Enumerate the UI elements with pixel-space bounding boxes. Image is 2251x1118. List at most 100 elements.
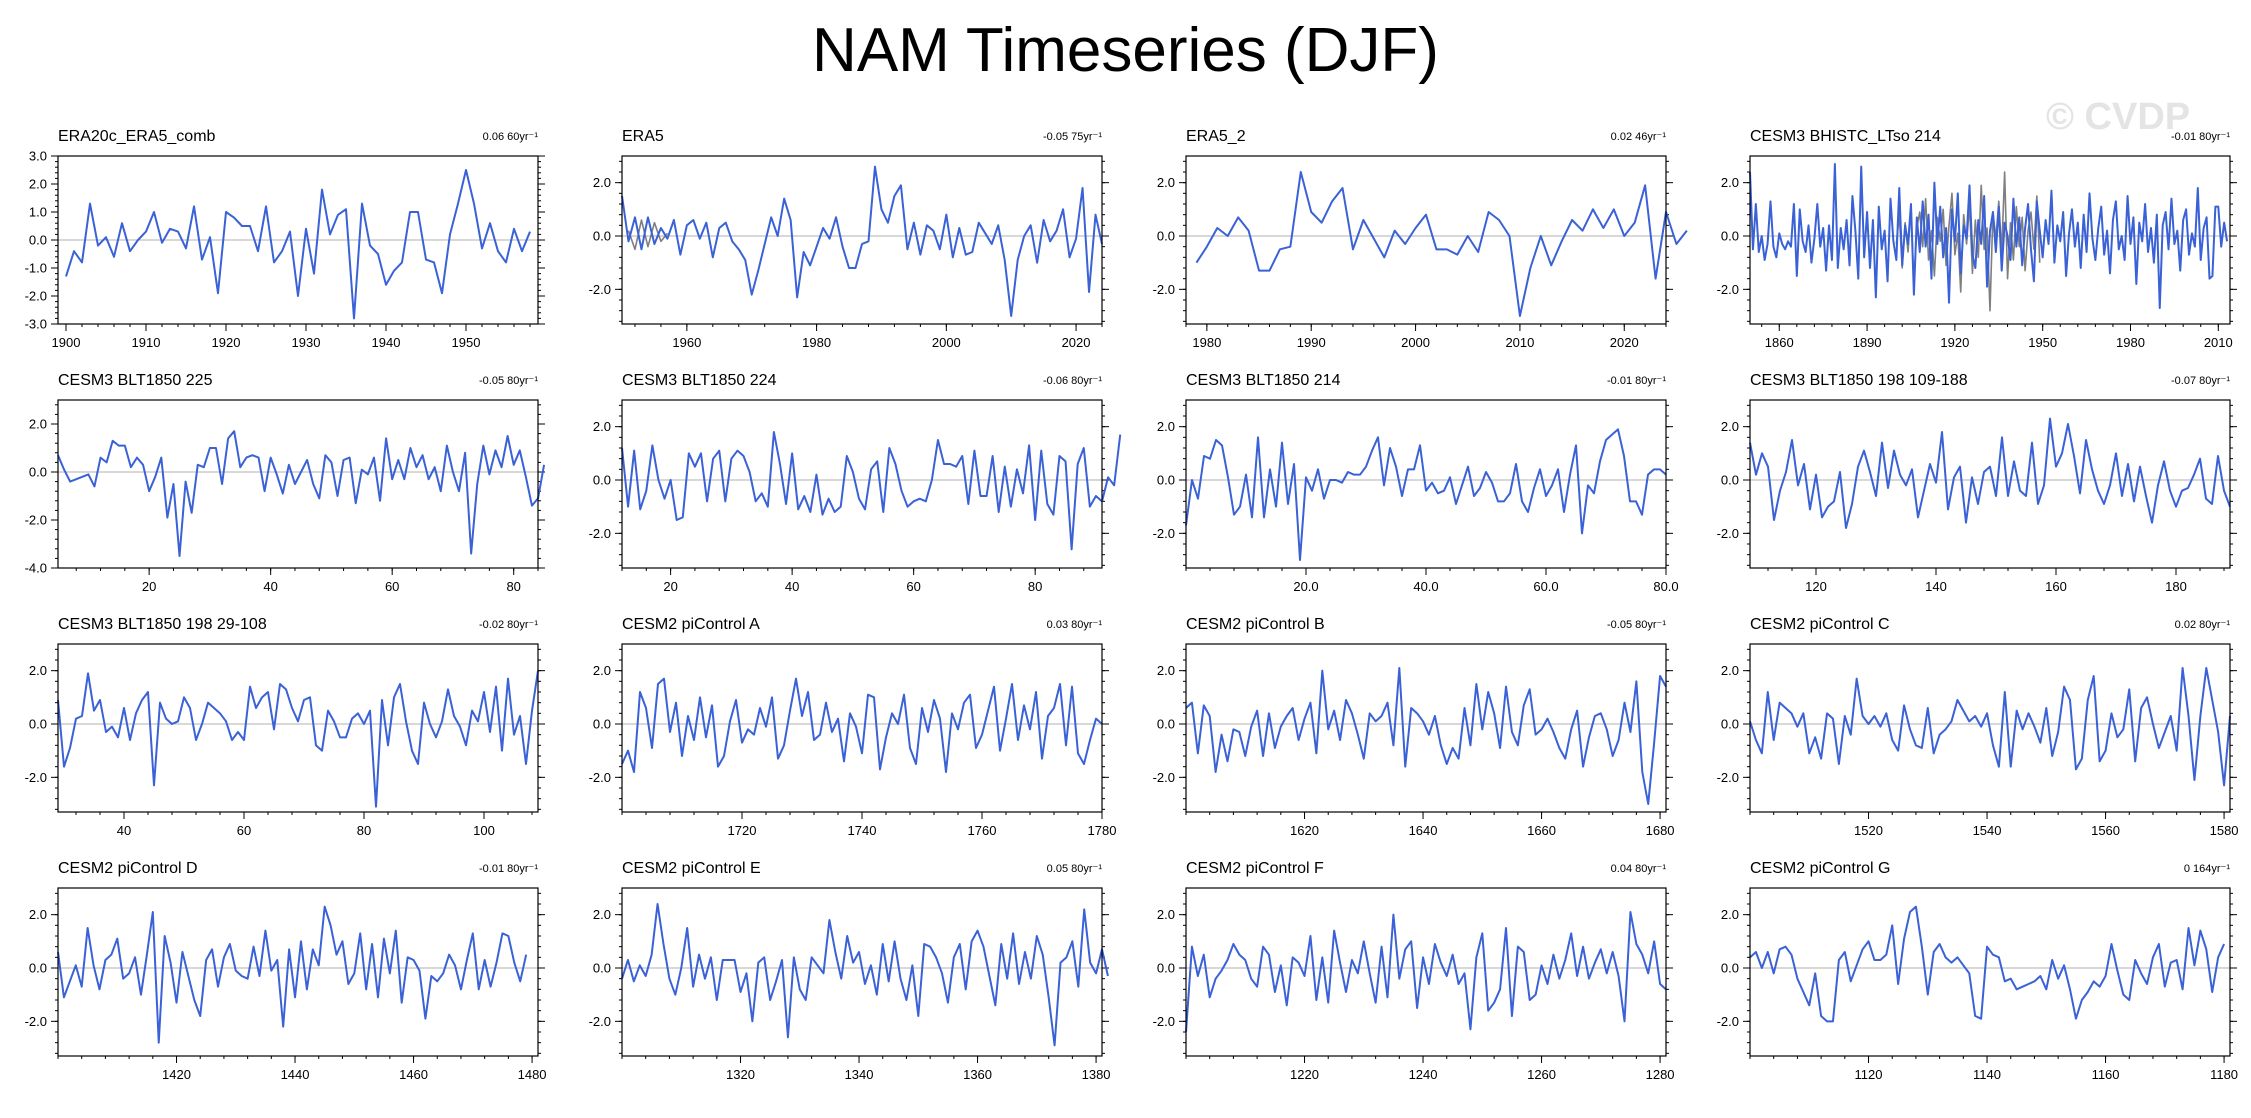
x-tick-label: 60 [385, 579, 399, 594]
panel-trend-label: 0.05 80yr⁻¹ [1046, 863, 1102, 875]
x-tick-label: 2000 [1401, 335, 1430, 350]
plot-frame [57, 155, 539, 325]
panel-trend-label: -0.01 80yr⁻¹ [479, 863, 538, 875]
panel-plot: -2.0 0.0 2.0 1120 1140 1160 1180 [1717, 887, 2238, 1082]
series-line [57, 670, 539, 808]
x-tick-label: 1930 [292, 335, 321, 350]
y-tick-label: 2.0 [1157, 663, 1175, 678]
y-tick-label: 2.0 [593, 663, 611, 678]
y-tick-label: -2.0 [1153, 770, 1175, 785]
x-tick-label: 1860 [1765, 335, 1794, 350]
x-tick-label: 1950 [452, 335, 481, 350]
series-line [65, 169, 531, 320]
x-tick-label: 60 [906, 579, 920, 594]
x-tick-label: 20.0 [1293, 579, 1318, 594]
x-tick-label: 1950 [2028, 335, 2057, 350]
panel-trend-label: 0.04 80yr⁻¹ [1610, 863, 1666, 875]
plot-frame [621, 887, 1103, 1057]
y-tick-label: 2.0 [29, 663, 47, 678]
plot-frame [1749, 399, 2231, 569]
x-tick-label: 1680 [1646, 823, 1675, 838]
x-tick-label: 1980 [802, 335, 831, 350]
panel-plot: -2.0 0.0 2.0 1420 1440 1460 1480 [25, 887, 547, 1082]
series-line [1749, 163, 2229, 309]
x-tick-label: 1540 [1973, 823, 2002, 838]
panel-title: CESM3 BLT1850 198 29-108 [58, 616, 267, 633]
x-tick-label: 1780 [1088, 823, 1117, 838]
panel-plot: -2.0 0.0 2.0 20.0 40.0 60.0 80.0 [1153, 399, 1679, 594]
series-line [1749, 417, 2231, 529]
panel-trend-label: -0.05 75yr⁻¹ [1043, 131, 1102, 143]
x-tick-label: 60.0 [1533, 579, 1558, 594]
plot-frame [1185, 155, 1667, 325]
y-tick-label: -2.0 [1717, 282, 1739, 297]
x-tick-label: 2010 [2204, 335, 2233, 350]
x-tick-label: 1220 [1290, 1067, 1319, 1082]
panel-trend-label: -0.05 80yr⁻¹ [1607, 619, 1666, 631]
x-tick-label: 1980 [1192, 335, 1221, 350]
x-tick-label: 1140 [1973, 1067, 2001, 1082]
plot-frame [1185, 399, 1667, 569]
x-tick-label: 1960 [672, 335, 701, 350]
panel-title: CESM2 piControl F [1186, 860, 1324, 877]
panel-title: CESM2 piControl A [622, 616, 760, 633]
x-tick-label: 1240 [1409, 1067, 1438, 1082]
plot-frame [57, 887, 539, 1057]
y-tick-label: -2.0 [589, 526, 611, 541]
x-tick-label: 1890 [1853, 335, 1882, 350]
series-line [1749, 905, 2225, 1023]
panel-trend-label: -0.06 80yr⁻¹ [1043, 375, 1102, 387]
panel-title: CESM3 BLT1850 198 109-188 [1750, 372, 1968, 389]
panel-plot: -2.0 0.0 2.0 1620 1640 1660 1680 [1153, 643, 1675, 838]
y-tick-label: 0.0 [1157, 961, 1175, 976]
panel-title: CESM2 piControl B [1186, 616, 1325, 633]
x-tick-label: 1900 [52, 335, 81, 350]
panel-title: CESM3 BHISTC_LTso 214 [1750, 128, 1941, 145]
plot-frame [1749, 643, 2231, 813]
x-tick-label: 40.0 [1413, 579, 1438, 594]
plot-frame [57, 399, 539, 569]
panel-plot: -2.0 0.0 2.0 1320 1340 1360 1380 [589, 887, 1111, 1082]
y-tick-label: 2.0 [1721, 419, 1739, 434]
page-title: NAM Timeseries (DJF) [812, 16, 1439, 85]
y-tick-label: -2.0 [25, 770, 47, 785]
y-tick-label: 2.0 [1721, 663, 1739, 678]
x-tick-label: 40 [263, 579, 277, 594]
y-tick-label: 2.0 [29, 907, 47, 922]
x-tick-label: 1460 [399, 1067, 428, 1082]
panel-plot: -2.0 0.0 2.0 1860 1890 1920 1950 1980 2010 [1717, 155, 2237, 350]
panel-title: CESM3 BLT1850 224 [622, 372, 777, 389]
x-tick-label: 1440 [281, 1067, 310, 1082]
series-line [621, 677, 1103, 773]
series-line [1195, 171, 1688, 317]
panel-trend-label: 0.02 80yr⁻¹ [2174, 619, 2230, 631]
x-tick-label: 180 [2165, 579, 2187, 594]
x-tick-label: 1360 [963, 1067, 992, 1082]
x-tick-label: 1160 [2092, 1067, 2120, 1082]
x-tick-label: 1520 [1854, 823, 1883, 838]
panel-title: ERA5_2 [1186, 128, 1246, 145]
y-tick-label: -1.0 [25, 261, 47, 276]
panel-trend-label: -0.02 80yr⁻¹ [479, 619, 538, 631]
y-tick-label: 2.0 [593, 175, 611, 190]
y-tick-label: 0.0 [29, 465, 47, 480]
plot-frame [1185, 643, 1667, 813]
panel-trend-label: 0.02 46yr⁻¹ [1610, 131, 1666, 143]
secondary-series-line [627, 219, 669, 251]
x-tick-label: 2000 [932, 335, 961, 350]
x-tick-label: 40 [785, 579, 799, 594]
plot-frame [1749, 155, 2231, 325]
x-tick-label: 160 [2045, 579, 2067, 594]
panel-title: CESM2 piControl G [1750, 860, 1891, 877]
y-tick-label: -2.0 [589, 770, 611, 785]
panel-title: ERA20c_ERA5_comb [58, 128, 216, 145]
y-tick-label: 0.0 [593, 961, 611, 976]
x-tick-label: 1580 [2210, 823, 2239, 838]
secondary-series-line [1895, 171, 2041, 312]
x-tick-label: 1980 [2116, 335, 2145, 350]
y-tick-label: 1.0 [29, 205, 47, 220]
x-tick-label: 80.0 [1653, 579, 1678, 594]
x-tick-label: 140 [1925, 579, 1947, 594]
panel-plot: -3.0 -2.0 -1.0 0.0 1.0 2.0 3.0 1900 1910 1920 1930… [25, 149, 545, 350]
